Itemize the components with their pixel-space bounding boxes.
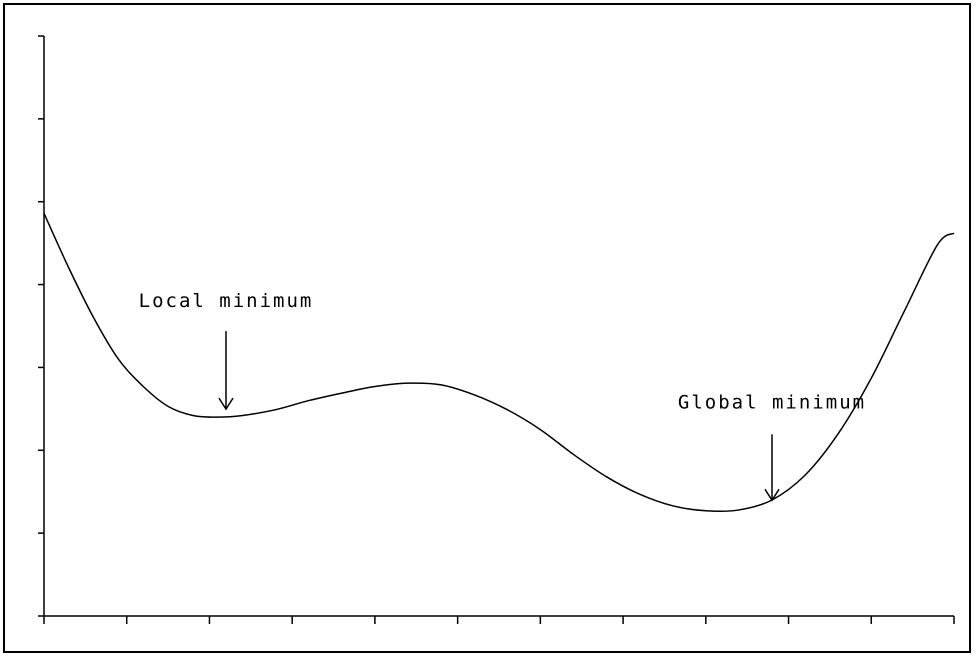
annotations: Local minimum Global minimum [139, 290, 866, 502]
local-minimum-label: Local minimum [139, 290, 314, 312]
local-minimum-arrowhead [218, 397, 234, 411]
global-minimum-label: Global minimum [678, 391, 866, 413]
series-group [43, 213, 955, 513]
global-minimum-arrowhead [764, 488, 780, 502]
axes [38, 35, 955, 624]
series-line-0 [43, 213, 955, 513]
chart-frame [3, 3, 971, 653]
